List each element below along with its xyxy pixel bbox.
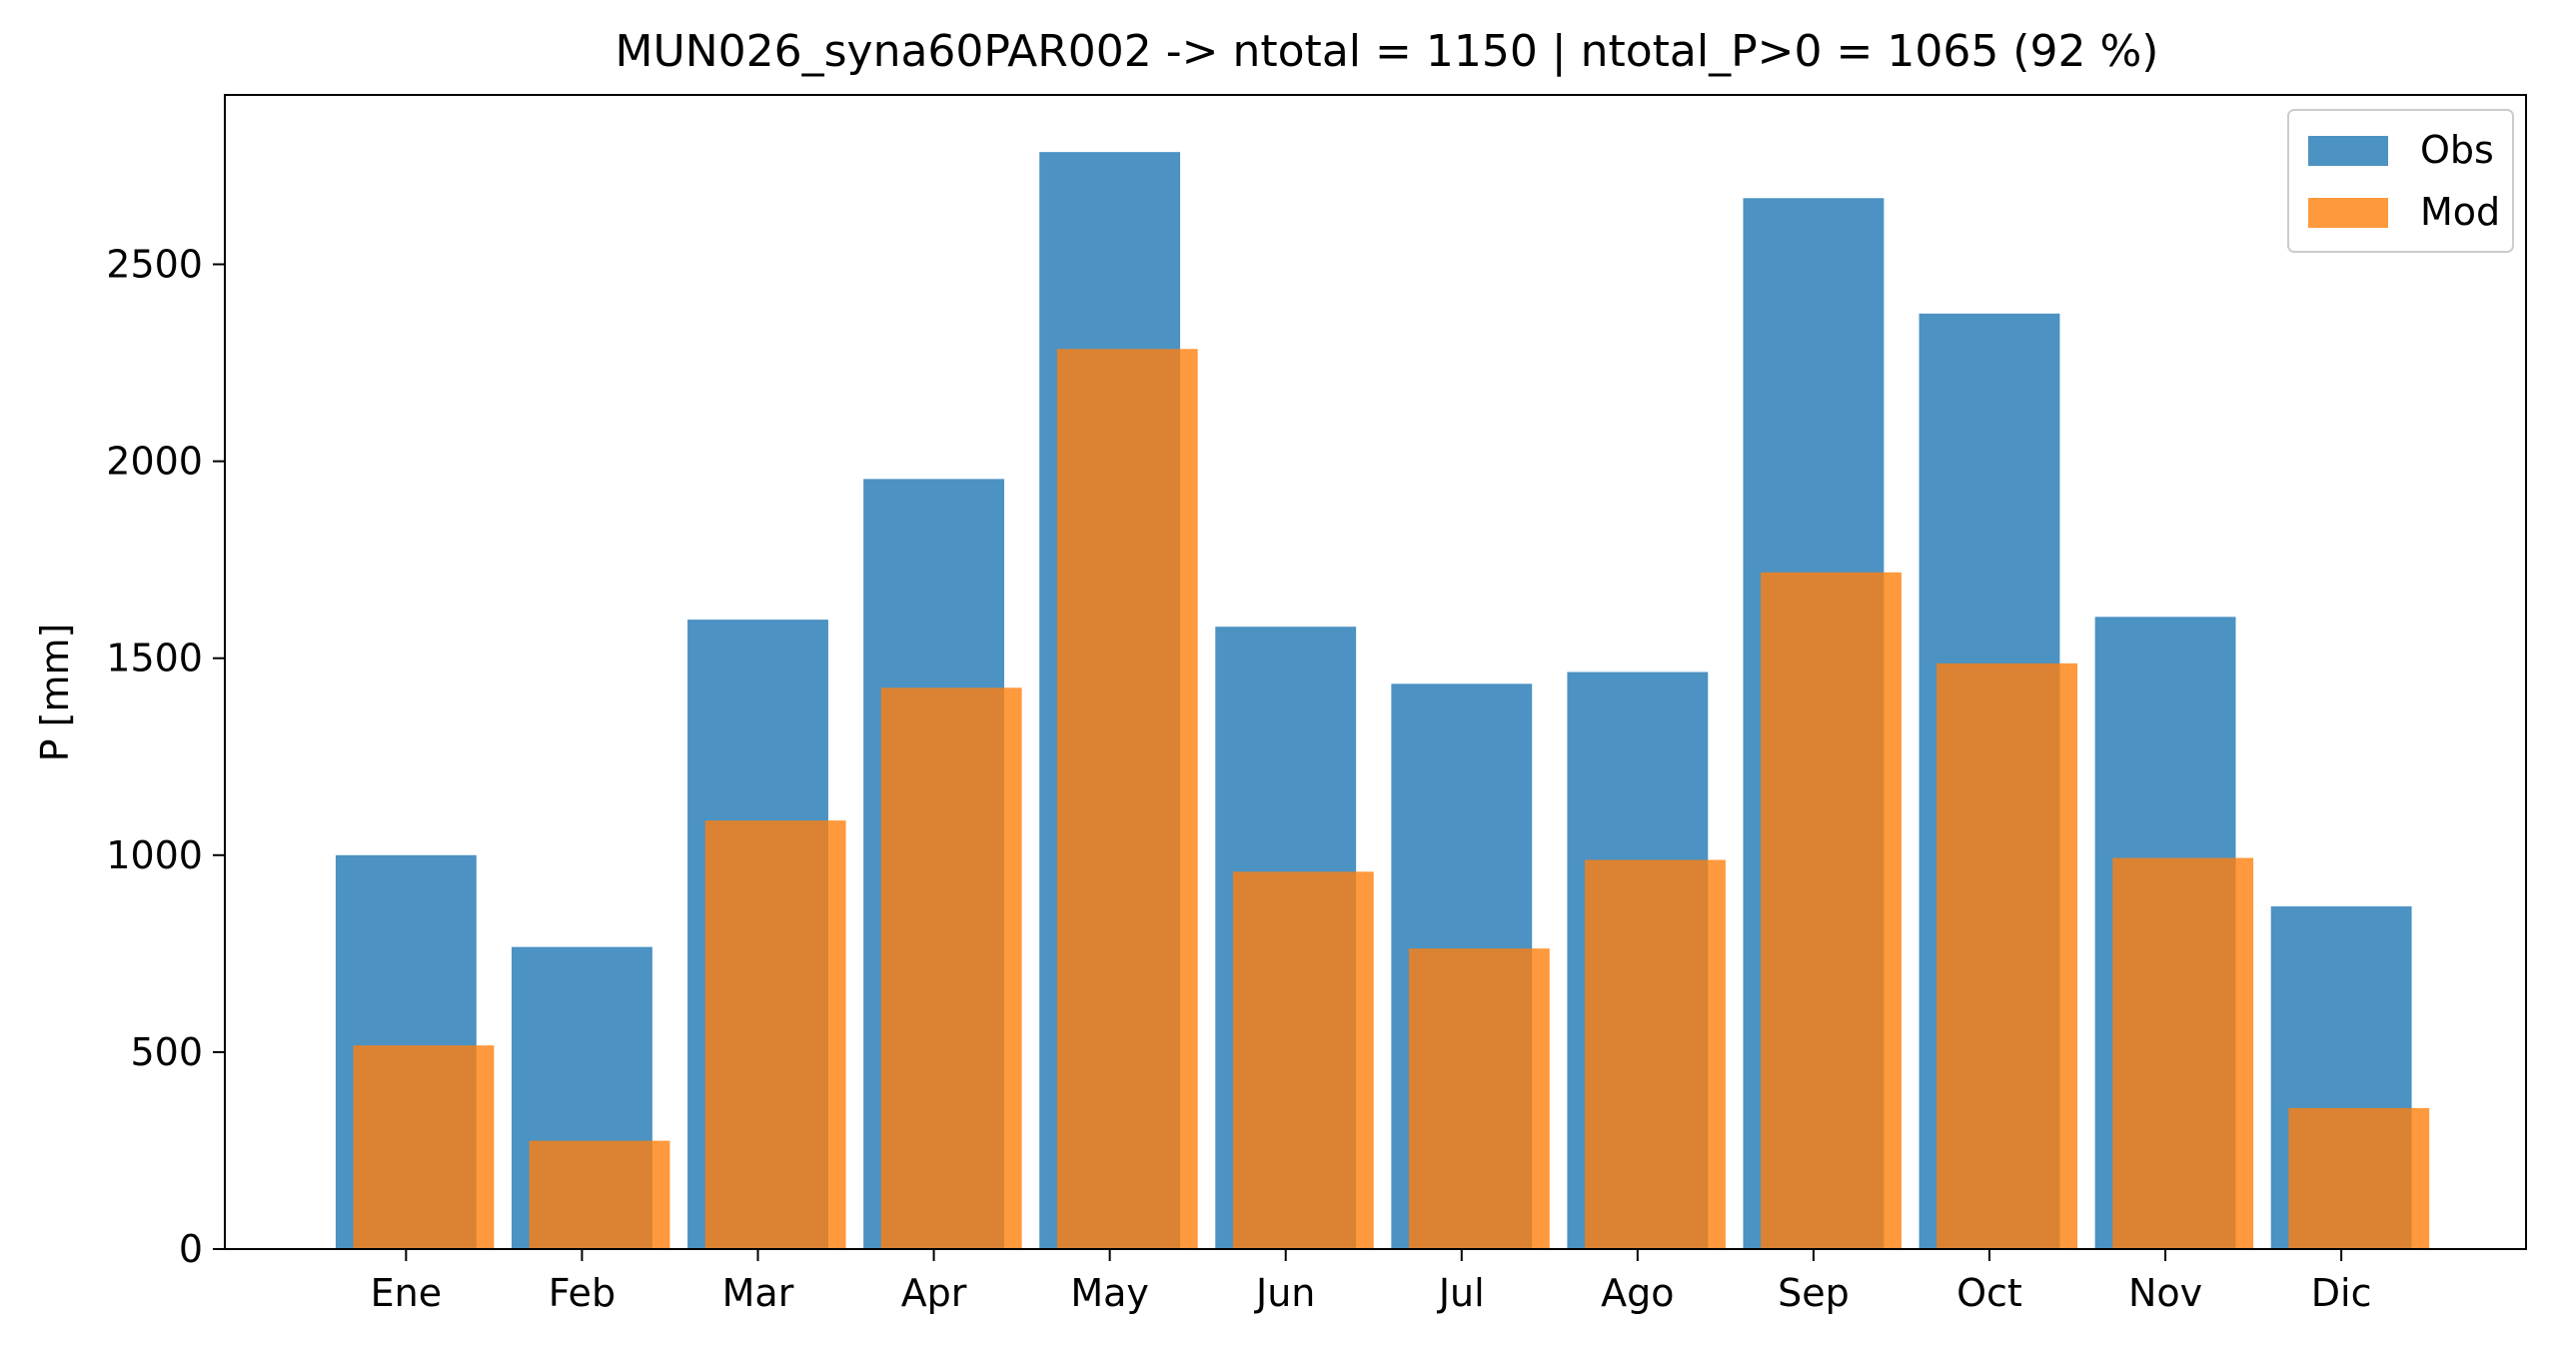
legend-swatch-obs <box>2308 136 2388 166</box>
x-tick-label-oct: Oct <box>1956 1271 2022 1315</box>
bar-mod-nov <box>2112 857 2254 1249</box>
y-tick-label: 2000 <box>106 440 203 484</box>
y-axis-label: P [mm] <box>33 624 77 762</box>
x-tick-label-feb: Feb <box>549 1271 616 1315</box>
y-tick-label: 500 <box>130 1030 203 1074</box>
x-tick-label-jul: Jul <box>1437 1271 1485 1315</box>
chart-title: MUN026_syna60PAR002 -> ntotal = 1150 | n… <box>616 26 2159 77</box>
bar-mod-dic <box>2288 1107 2430 1249</box>
x-tick-label-ago: Ago <box>1601 1271 1674 1315</box>
bar-mod-mar <box>704 820 846 1249</box>
bar-mod-oct <box>1936 663 2078 1249</box>
bar-mod-feb <box>529 1140 670 1249</box>
bar-mod-ago <box>1585 859 1726 1249</box>
legend-label-mod: Mod <box>2420 190 2500 234</box>
legend-swatch-mod <box>2308 198 2388 228</box>
bar-mod-jul <box>1408 948 1550 1249</box>
x-tick-label-ene: Ene <box>371 1271 442 1315</box>
x-tick-label-jun: Jun <box>1254 1271 1315 1315</box>
plot-frame <box>224 94 2527 1250</box>
x-tick-label-nov: Nov <box>2128 1271 2202 1315</box>
bar-mod-ene <box>353 1045 495 1249</box>
legend-label-obs: Obs <box>2420 128 2494 172</box>
bar-mod-sep <box>1761 572 1902 1249</box>
legend: Obs Mod <box>2287 109 2514 253</box>
y-tick-label: 0 <box>179 1227 203 1271</box>
y-tick-label: 2500 <box>106 243 203 287</box>
y-tick-label: 1500 <box>106 637 203 680</box>
x-tick-label-sep: Sep <box>1778 1271 1850 1315</box>
x-tick-label-mar: Mar <box>722 1271 794 1315</box>
x-tick-label-dic: Dic <box>2311 1271 2372 1315</box>
y-tick-label: 1000 <box>106 833 203 877</box>
x-tick-label-may: May <box>1070 1271 1149 1315</box>
bar-mod-jun <box>1232 871 1374 1249</box>
bar-mod-apr <box>880 687 1022 1249</box>
axes-layer: 0 500 1000 1500 2000 2500 Ene Feb Mar Apr May Jun Ju… <box>106 94 2527 1315</box>
x-tick-label-apr: Apr <box>901 1271 967 1315</box>
bars-layer <box>335 152 2430 1250</box>
bar-mod-may <box>1056 349 1198 1249</box>
